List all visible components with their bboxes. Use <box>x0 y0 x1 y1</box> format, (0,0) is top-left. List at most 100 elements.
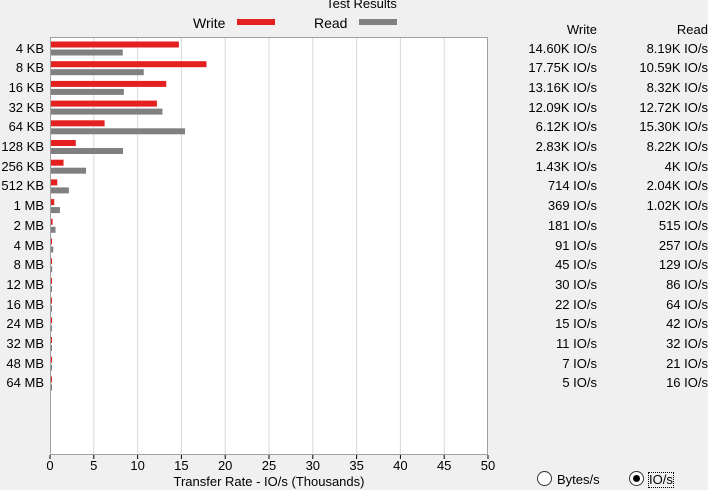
write-value-cell: 17.75K IO/s <box>528 60 597 76</box>
read-bar <box>51 345 52 351</box>
write-bar <box>51 317 52 324</box>
write-value-cell: 11 IO/s <box>556 336 597 351</box>
read-bar <box>51 266 53 273</box>
write-bar <box>51 120 105 127</box>
read-value-cell: 86 IO/s <box>666 276 708 292</box>
write-bar <box>51 140 76 146</box>
read-value-cell: 8.32K IO/s <box>646 79 708 95</box>
read-bar <box>51 69 144 76</box>
category-label: 48 MB <box>6 355 44 371</box>
x-tick-label: 45 <box>436 458 452 473</box>
category-label: 16 MB <box>6 296 44 312</box>
write-value-cell: 22 IO/s <box>555 296 597 312</box>
read-bar <box>51 364 52 371</box>
x-tick-label: 0 <box>46 458 54 473</box>
write-bar <box>51 61 207 68</box>
write-value-cell: 12.09K IO/s <box>528 99 597 115</box>
write-bar <box>51 277 52 284</box>
write-value-cell: 6.12K IO/s <box>535 119 597 135</box>
write-bar <box>51 199 55 206</box>
write-bar <box>51 297 52 304</box>
read-value-cell: 12.72K IO/s <box>639 99 708 115</box>
category-label: 2 MB <box>13 217 44 233</box>
x-tick-label: 40 <box>393 458 408 473</box>
write-value-cell: 714 IO/s <box>547 178 597 194</box>
read-value-cell: 16 IO/s <box>666 375 708 391</box>
write-value-cell: 5 IO/s <box>562 375 597 391</box>
write-bar <box>51 159 64 166</box>
bytes-radio-button[interactable] <box>537 471 552 486</box>
write-bar <box>51 41 179 48</box>
read-bar <box>51 128 186 135</box>
read-value-cell: 1.02K IO/s <box>646 198 708 214</box>
read-value-cell: 15.30K IO/s <box>639 119 708 135</box>
write-bar <box>51 258 52 265</box>
read-bar <box>51 384 52 391</box>
iops-radio-label[interactable]: IO/s <box>648 472 674 488</box>
read-bar <box>51 88 124 95</box>
write-value-cell: 15 IO/s <box>555 316 597 332</box>
read-value-cell: 8.22K IO/s <box>646 139 708 154</box>
read-bar <box>51 207 60 214</box>
category-label: 4 MB <box>13 237 44 253</box>
x-axis-label: Transfer Rate - IO/s (Thousands) <box>173 474 365 489</box>
write-column-header: Write <box>566 22 597 37</box>
read-bar <box>51 325 52 332</box>
category-label: 1 MB <box>13 198 44 214</box>
category-label: 256 KB <box>1 158 44 174</box>
x-tick-label: 5 <box>90 458 98 473</box>
write-bar <box>51 218 53 225</box>
x-tick-label: 15 <box>174 458 189 473</box>
write-value-cell: 14.60K IO/s <box>528 40 597 56</box>
x-tick-label: 50 <box>480 458 496 473</box>
write-value-cell: 91 IO/s <box>555 237 597 253</box>
legend-write-swatch <box>237 19 275 25</box>
legend-read-label: Read <box>314 15 348 31</box>
read-bar <box>51 285 52 292</box>
category-label: 12 MB <box>6 276 44 292</box>
write-bar <box>51 356 52 363</box>
read-bar <box>51 246 54 253</box>
category-label: 8 MB <box>13 257 44 273</box>
read-value-cell: 32 IO/s <box>666 336 708 351</box>
write-value-cell: 13.16K IO/s <box>528 79 597 95</box>
write-bar <box>51 337 52 343</box>
read-bar <box>51 148 124 154</box>
category-label: 128 KB <box>1 139 44 154</box>
legend-write-label: Write <box>193 15 226 31</box>
read-value-cell: 10.59K IO/s <box>639 60 708 76</box>
write-value-cell: 7 IO/s <box>562 355 597 371</box>
read-value-cell: 2.04K IO/s <box>646 178 708 194</box>
chart-title: Test Results <box>326 0 397 11</box>
write-bar <box>51 179 58 186</box>
read-bar <box>51 108 163 115</box>
read-value-cell: 8.19K IO/s <box>646 40 708 56</box>
radio-selected-dot <box>633 475 640 482</box>
iops-radio-button[interactable] <box>629 471 644 486</box>
read-value-cell: 64 IO/s <box>666 296 708 312</box>
x-tick-label: 25 <box>261 458 277 473</box>
category-label: 16 KB <box>8 79 44 95</box>
read-bar <box>51 167 87 174</box>
write-value-cell: 30 IO/s <box>555 276 597 292</box>
read-column-header: Read <box>676 22 708 37</box>
bytes-radio-label[interactable]: Bytes/s <box>557 472 600 487</box>
write-value-cell: 2.83K IO/s <box>535 139 597 154</box>
read-value-cell: 257 IO/s <box>658 237 708 253</box>
write-bar <box>51 238 52 245</box>
read-value-cell: 515 IO/s <box>658 217 708 233</box>
x-tick-label: 20 <box>217 458 233 473</box>
read-bar <box>51 187 69 194</box>
read-bar <box>51 305 52 312</box>
read-value-cell: 21 IO/s <box>666 355 708 371</box>
category-label: 32 KB <box>8 99 44 115</box>
x-tick-label: 10 <box>130 458 145 473</box>
write-value-cell: 369 IO/s <box>547 198 597 214</box>
category-label: 4 KB <box>15 40 44 56</box>
category-label: 64 KB <box>8 119 44 135</box>
read-bar <box>51 49 123 56</box>
write-bar <box>51 80 167 87</box>
write-value-cell: 181 IO/s <box>547 217 597 233</box>
read-value-cell: 4K IO/s <box>664 158 708 174</box>
